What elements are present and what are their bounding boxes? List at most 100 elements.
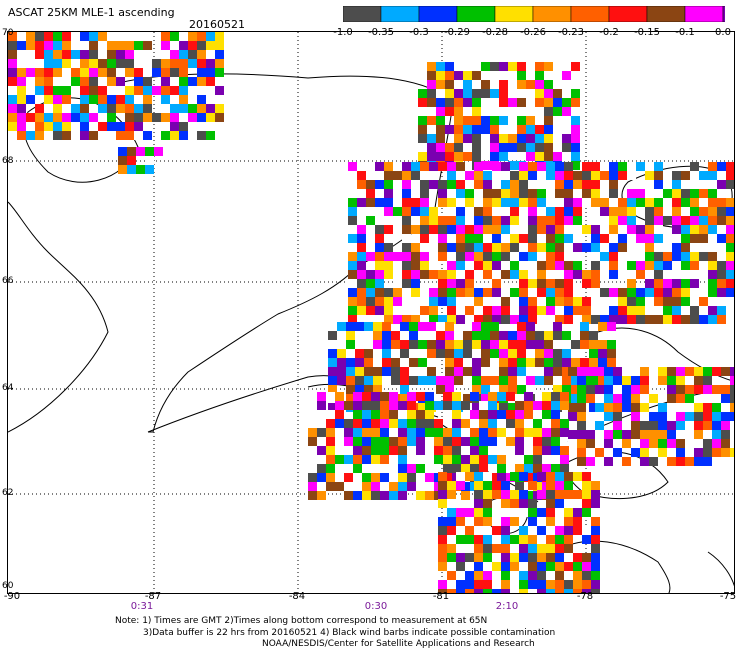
swath-cell [357,243,366,252]
swath-cell [362,437,371,446]
swath-cell [427,134,436,143]
swath-cell [465,571,474,580]
swath-cell [708,261,717,270]
swath-cell [510,207,519,216]
swath-cell [445,107,454,116]
swath-cell [537,472,546,481]
swath-cell [681,171,690,180]
swath-cell [454,340,463,349]
swath-cell [613,367,622,376]
swath-cell [591,526,600,535]
swath-cell [526,376,535,385]
swath-cell [364,340,373,349]
swath-cell [328,349,337,358]
swath-cell [501,553,510,562]
swath-cell [389,392,398,401]
swath-cell [537,288,546,297]
swath-cell [551,428,560,437]
swath-cell [499,376,508,385]
swath-cell [555,180,564,189]
swath-cell [472,385,481,394]
swath-cell [544,134,553,143]
swath-cell [573,270,582,279]
swath-cell [346,340,355,349]
swath-cell [640,367,649,376]
swath-cell [524,392,533,401]
swath-cell [375,252,384,261]
swath-cell [582,508,591,517]
swath-cell [44,50,53,59]
swath-cell [658,430,667,439]
swath-cell [438,490,447,499]
swath-cell [676,421,685,430]
swath-cell [116,59,125,68]
swath-cell [143,131,152,140]
swath-cell [362,473,371,482]
swath-cell [613,394,622,403]
swath-cell [589,340,598,349]
swath-cell [416,419,425,428]
swath-cell [528,225,537,234]
swath-cell [161,41,170,50]
swath-cell [708,279,717,288]
swath-cell [519,490,528,499]
swath-cell [425,419,434,428]
swath-cell [348,243,357,252]
swath-cell [44,68,53,77]
swath-cell [447,216,456,225]
swath-cell [555,162,564,171]
swath-cell [546,216,555,225]
swath-cell [402,216,411,225]
swath-cell [434,401,443,410]
lat-label: 70 [2,28,14,38]
swath-cell [438,553,447,562]
colorbar-swatch [418,6,458,22]
swath-cell [328,331,337,340]
swath-cell [425,473,434,482]
swath-cell [519,270,528,279]
swath-cell [418,125,427,134]
swath-cell [366,288,375,297]
swath-cell [416,491,425,500]
lon-label: -87 [144,591,162,602]
swath-cell [398,491,407,500]
swath-cell [537,225,546,234]
swath-cell [681,198,690,207]
swath-cell [418,89,427,98]
swath-cell [348,306,357,315]
swath-cell [658,376,667,385]
swath-cell [366,189,375,198]
swath-cell [676,448,685,457]
swath-cell [447,288,456,297]
swath-cell [308,428,317,437]
swath-cell [546,562,555,571]
swath-cell [409,376,418,385]
swath-cell [118,147,127,156]
swath-cell [517,116,526,125]
swath-cell [517,322,526,331]
swath-cell [438,198,447,207]
swath-cell [546,490,555,499]
swath-cell [537,171,546,180]
swath-cell [474,252,483,261]
swath-cell [488,473,497,482]
swath-cell [690,306,699,315]
swath-cell [418,152,427,161]
swath-cell [542,464,551,473]
swath-cell [366,306,375,315]
swath-cell [546,162,555,171]
swath-cell [708,306,717,315]
swath-cell [154,147,163,156]
swath-cell [335,392,344,401]
swath-cell [179,86,188,95]
swath-cell [80,104,89,113]
swath-cell [681,279,690,288]
swath-cell [708,288,717,297]
swath-cell [384,225,393,234]
swath-cell [526,331,535,340]
swath-cell [389,401,398,410]
swath-cell [622,439,631,448]
swath-cell [564,490,573,499]
colorbar-swatch [343,6,382,22]
swath-cell [179,95,188,104]
